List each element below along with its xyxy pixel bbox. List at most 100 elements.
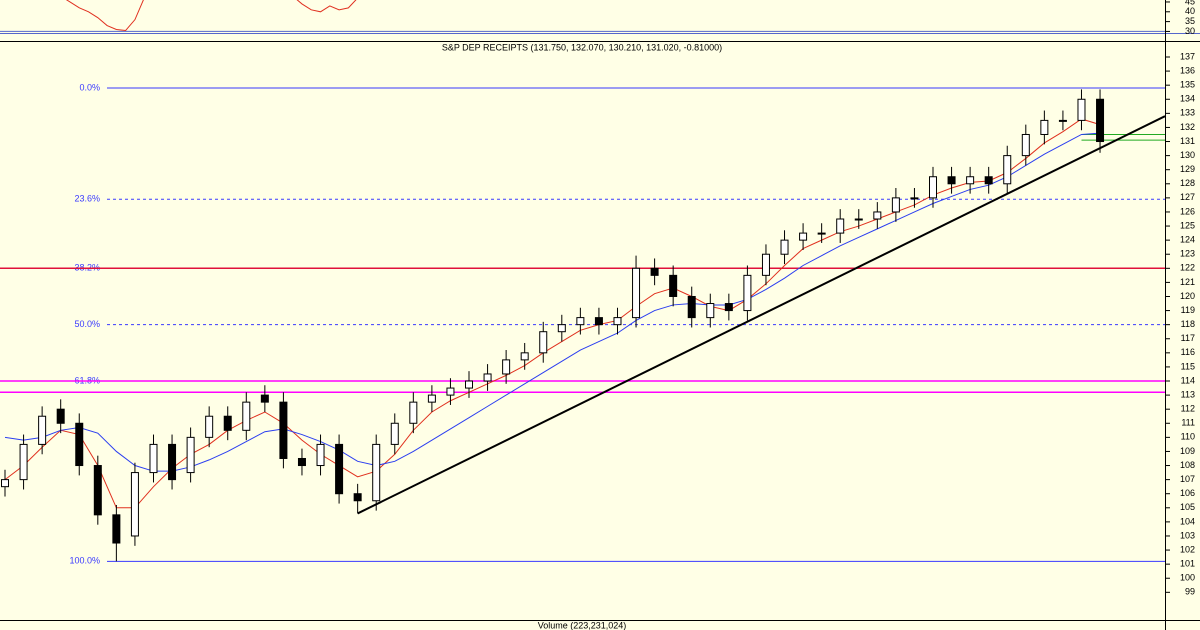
fib-label: 50.0% — [74, 319, 100, 329]
candle-body — [260, 394, 269, 403]
candle-body — [1, 479, 10, 488]
y-tick-label: 106 — [1180, 488, 1195, 498]
candle-body — [186, 436, 195, 474]
candle-body — [780, 239, 789, 255]
candle-body — [112, 514, 121, 544]
candle-body — [706, 303, 715, 319]
candle-body — [687, 295, 696, 319]
y-tick-label: 136 — [1180, 65, 1195, 75]
candle-body — [613, 317, 622, 326]
candle-body — [353, 493, 362, 502]
fib-label: 100.0% — [69, 556, 100, 566]
y-tick-label: 116 — [1181, 347, 1195, 357]
indicator-tick-label: 30 — [1185, 26, 1195, 36]
candle-body — [297, 457, 306, 467]
y-tick-label: 137 — [1180, 51, 1195, 61]
y-tick-label: 123 — [1180, 249, 1195, 259]
y-tick-label: 118 — [1181, 319, 1195, 329]
candle-body — [984, 176, 993, 185]
candle-body — [854, 218, 863, 221]
candle-body — [38, 415, 47, 445]
candle-body — [669, 274, 678, 297]
y-tick-label: 99 — [1185, 587, 1195, 597]
y-tick-label: 134 — [1180, 94, 1195, 104]
candle-body — [594, 317, 603, 326]
candle-body — [910, 197, 919, 200]
y-tick-label: 126 — [1180, 206, 1195, 216]
y-tick-label: 128 — [1180, 178, 1195, 188]
fib-label: 0.0% — [79, 82, 100, 92]
candle-body — [483, 373, 492, 382]
candle-body — [743, 274, 752, 312]
candle-body — [1003, 155, 1012, 185]
candle-body — [427, 394, 436, 403]
candle-body — [520, 352, 529, 361]
candle-body — [799, 232, 808, 241]
candle-body — [19, 443, 28, 481]
candle-body — [724, 303, 733, 312]
candle-body — [242, 401, 251, 431]
y-tick-label: 102 — [1180, 544, 1195, 554]
y-tick-label: 133 — [1180, 108, 1195, 118]
candle-body — [891, 197, 900, 213]
y-tick-label: 110 — [1181, 432, 1195, 442]
candle-body — [502, 359, 511, 375]
indicator-line — [65, 0, 357, 31]
y-tick-label: 131 — [1180, 136, 1195, 146]
candle-body — [279, 401, 288, 459]
y-tick-label: 105 — [1180, 502, 1195, 512]
candle-body — [1077, 98, 1086, 121]
y-tick-label: 132 — [1180, 122, 1195, 132]
y-tick-label: 124 — [1180, 235, 1195, 245]
trendline — [357, 115, 1166, 515]
y-tick-label: 122 — [1180, 263, 1195, 273]
candle-body — [947, 176, 956, 185]
candle-body — [372, 443, 381, 502]
candle-body — [1040, 119, 1049, 135]
candle-body — [390, 422, 399, 445]
candle-body — [316, 443, 325, 467]
candle-body — [409, 401, 418, 424]
y-tick-label: 121 — [1180, 277, 1195, 287]
candle-body — [576, 317, 585, 326]
y-tick-label: 135 — [1180, 80, 1195, 90]
candle-body — [650, 267, 659, 276]
y-tick-label: 115 — [1181, 361, 1195, 371]
indicator-tick-label: 35 — [1185, 16, 1195, 26]
candle-body — [1058, 119, 1067, 122]
chart-title: S&P DEP RECEIPTS (131.750, 132.070, 130.… — [442, 42, 722, 52]
volume-title: Volume (223,231,024) — [538, 620, 627, 630]
y-tick-label: 119 — [1181, 305, 1195, 315]
y-tick-label: 109 — [1180, 446, 1195, 456]
candle-body — [93, 465, 102, 516]
fib-label: 23.6% — [74, 194, 100, 204]
candle-body — [1096, 98, 1105, 143]
y-tick-label: 117 — [1181, 333, 1195, 343]
candle-body — [446, 387, 455, 396]
candle-body — [335, 443, 344, 495]
candle-body — [205, 415, 214, 438]
indicator-tick-label: 45 — [1185, 0, 1195, 6]
y-tick-label: 112 — [1181, 404, 1195, 414]
y-tick-label: 127 — [1180, 192, 1195, 202]
candle-body — [539, 331, 548, 354]
candle-body — [56, 408, 65, 424]
candle-body — [632, 267, 641, 319]
candle-body — [168, 443, 177, 481]
candle-body — [75, 422, 84, 467]
candle-body — [465, 380, 474, 389]
candle-body — [836, 218, 845, 234]
y-tick-label: 108 — [1180, 460, 1195, 470]
y-tick-label: 101 — [1180, 559, 1195, 569]
y-tick-label: 103 — [1180, 530, 1195, 540]
candle-body — [130, 472, 139, 537]
y-tick-label: 100 — [1180, 573, 1195, 583]
indicator-tick-label: 40 — [1185, 6, 1195, 16]
y-tick-label: 120 — [1180, 291, 1195, 301]
y-tick-label: 111 — [1181, 418, 1195, 428]
candle-body — [149, 443, 158, 474]
y-tick-label: 107 — [1180, 474, 1195, 484]
y-tick-label: 104 — [1180, 516, 1195, 526]
